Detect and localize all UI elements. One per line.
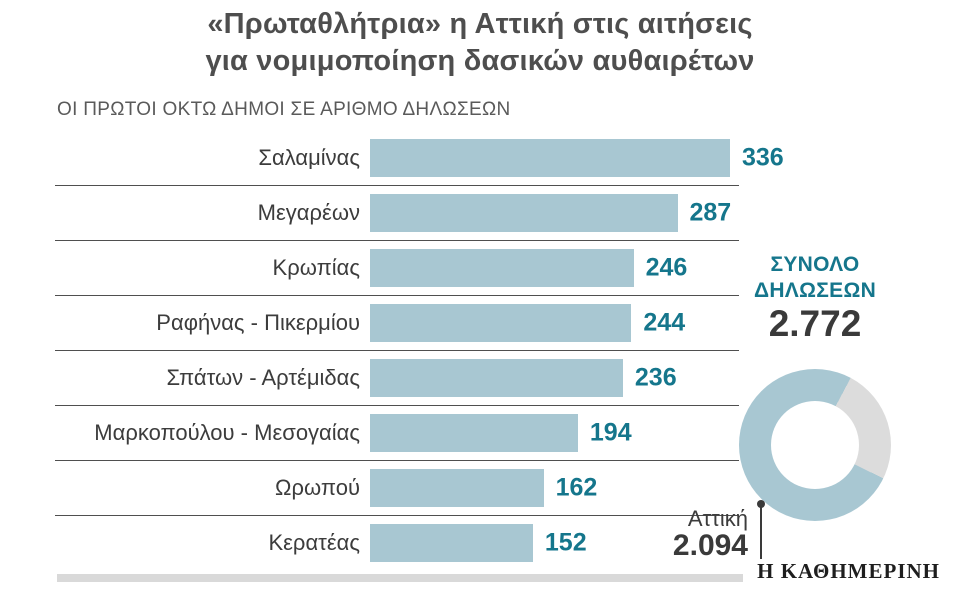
bar-category-label: Κρωπίας: [272, 255, 360, 280]
donut-total-value: 2.772: [768, 303, 862, 344]
bar: [370, 139, 730, 177]
donut-slice-label: Αττική: [687, 506, 748, 531]
bar: [370, 469, 544, 507]
bar-track: 246: [370, 241, 739, 295]
bar-row: Ραφήνας - Πικερμίου 244: [55, 296, 739, 351]
bar-value: 162: [555, 473, 598, 502]
bar-value: 194: [589, 418, 632, 447]
page-title-line2: για νομιμοποίηση δασικών αυθαιρέτων: [205, 45, 755, 77]
bar-row: Σαλαμίνας 336: [55, 131, 784, 186]
chart-subtitle: ΟΙ ΠΡΩΤΟΙ ΟΚΤΩ ΔΗΜΟΙ ΣΕ ΑΡΙΘΜΟ ΔΗΛΩΣΕΩΝ: [57, 99, 511, 120]
bar-category-label: Μαρκοπούλου - Μεσογαίας: [94, 420, 360, 445]
donut-ring: [739, 369, 891, 521]
bar-category-label: Ωρωπού: [275, 475, 360, 500]
bar-row: Μαρκοπούλου - Μεσογαίας 194: [55, 406, 739, 461]
bar-row: Σπάτων - Αρτέμιδας 236: [55, 351, 739, 406]
bar-value: 287: [689, 198, 732, 227]
bar-track: 152: [370, 516, 739, 570]
bar-track: 236: [370, 351, 739, 405]
bar-row: Κρωπίας 246: [55, 241, 739, 296]
bar-category-label: Ραφήνας - Πικερμίου: [156, 310, 360, 335]
bar-track: 336: [370, 131, 784, 185]
bar: [370, 359, 623, 397]
bar-row: Ωρωπού 162: [55, 461, 739, 516]
bar-row: Κερατέας 152: [55, 516, 739, 570]
bar-value: 244: [643, 308, 686, 337]
bar-track: 194: [370, 406, 739, 460]
bar-row: Μεγαρέων 287: [55, 186, 739, 241]
bar-value: 246: [645, 253, 688, 282]
donut-slice-value: 2.094: [672, 529, 748, 562]
bar-value: 236: [634, 363, 677, 392]
brand-logo: Η ΚΑΘΗΜΕΡΙΝΗ: [743, 559, 940, 585]
bar-track: 287: [370, 186, 739, 240]
bar-category-label: Σαλαμίνας: [258, 145, 360, 170]
donut-hole: [771, 401, 859, 489]
bar-chart: Σαλαμίνας 336 Μεγαρέων 287 Κρωπίας 246 Ραφήνας…: [55, 131, 784, 570]
footer-divider: [57, 574, 940, 582]
bar-value: 152: [544, 528, 587, 557]
page-title-line1: «Πρωταθλήτρια» η Αττική στις αιτήσεις: [207, 8, 753, 40]
donut-callout-line: [760, 505, 762, 562]
bar-category-label: Κερατέας: [268, 530, 360, 555]
donut-callout-dot: [757, 500, 765, 508]
bar-track: 244: [370, 296, 739, 350]
bar: [370, 524, 533, 562]
bar: [370, 414, 578, 452]
bar-value: 336: [742, 143, 784, 172]
bar: [370, 304, 632, 342]
donut-title: ΣΥΝΟΛΟ ΔΗΛΩΣΕΩΝ: [753, 253, 877, 302]
bar: [370, 194, 678, 232]
bar-track: 162: [370, 461, 739, 515]
bar: [370, 249, 634, 287]
page-title: «Πρωταθλήτρια» η Αττική στις αιτήσεις γι…: [0, 6, 960, 80]
bar-category-label: Σπάτων - Αρτέμιδας: [166, 365, 360, 390]
bar-category-label: Μεγαρέων: [257, 200, 360, 225]
